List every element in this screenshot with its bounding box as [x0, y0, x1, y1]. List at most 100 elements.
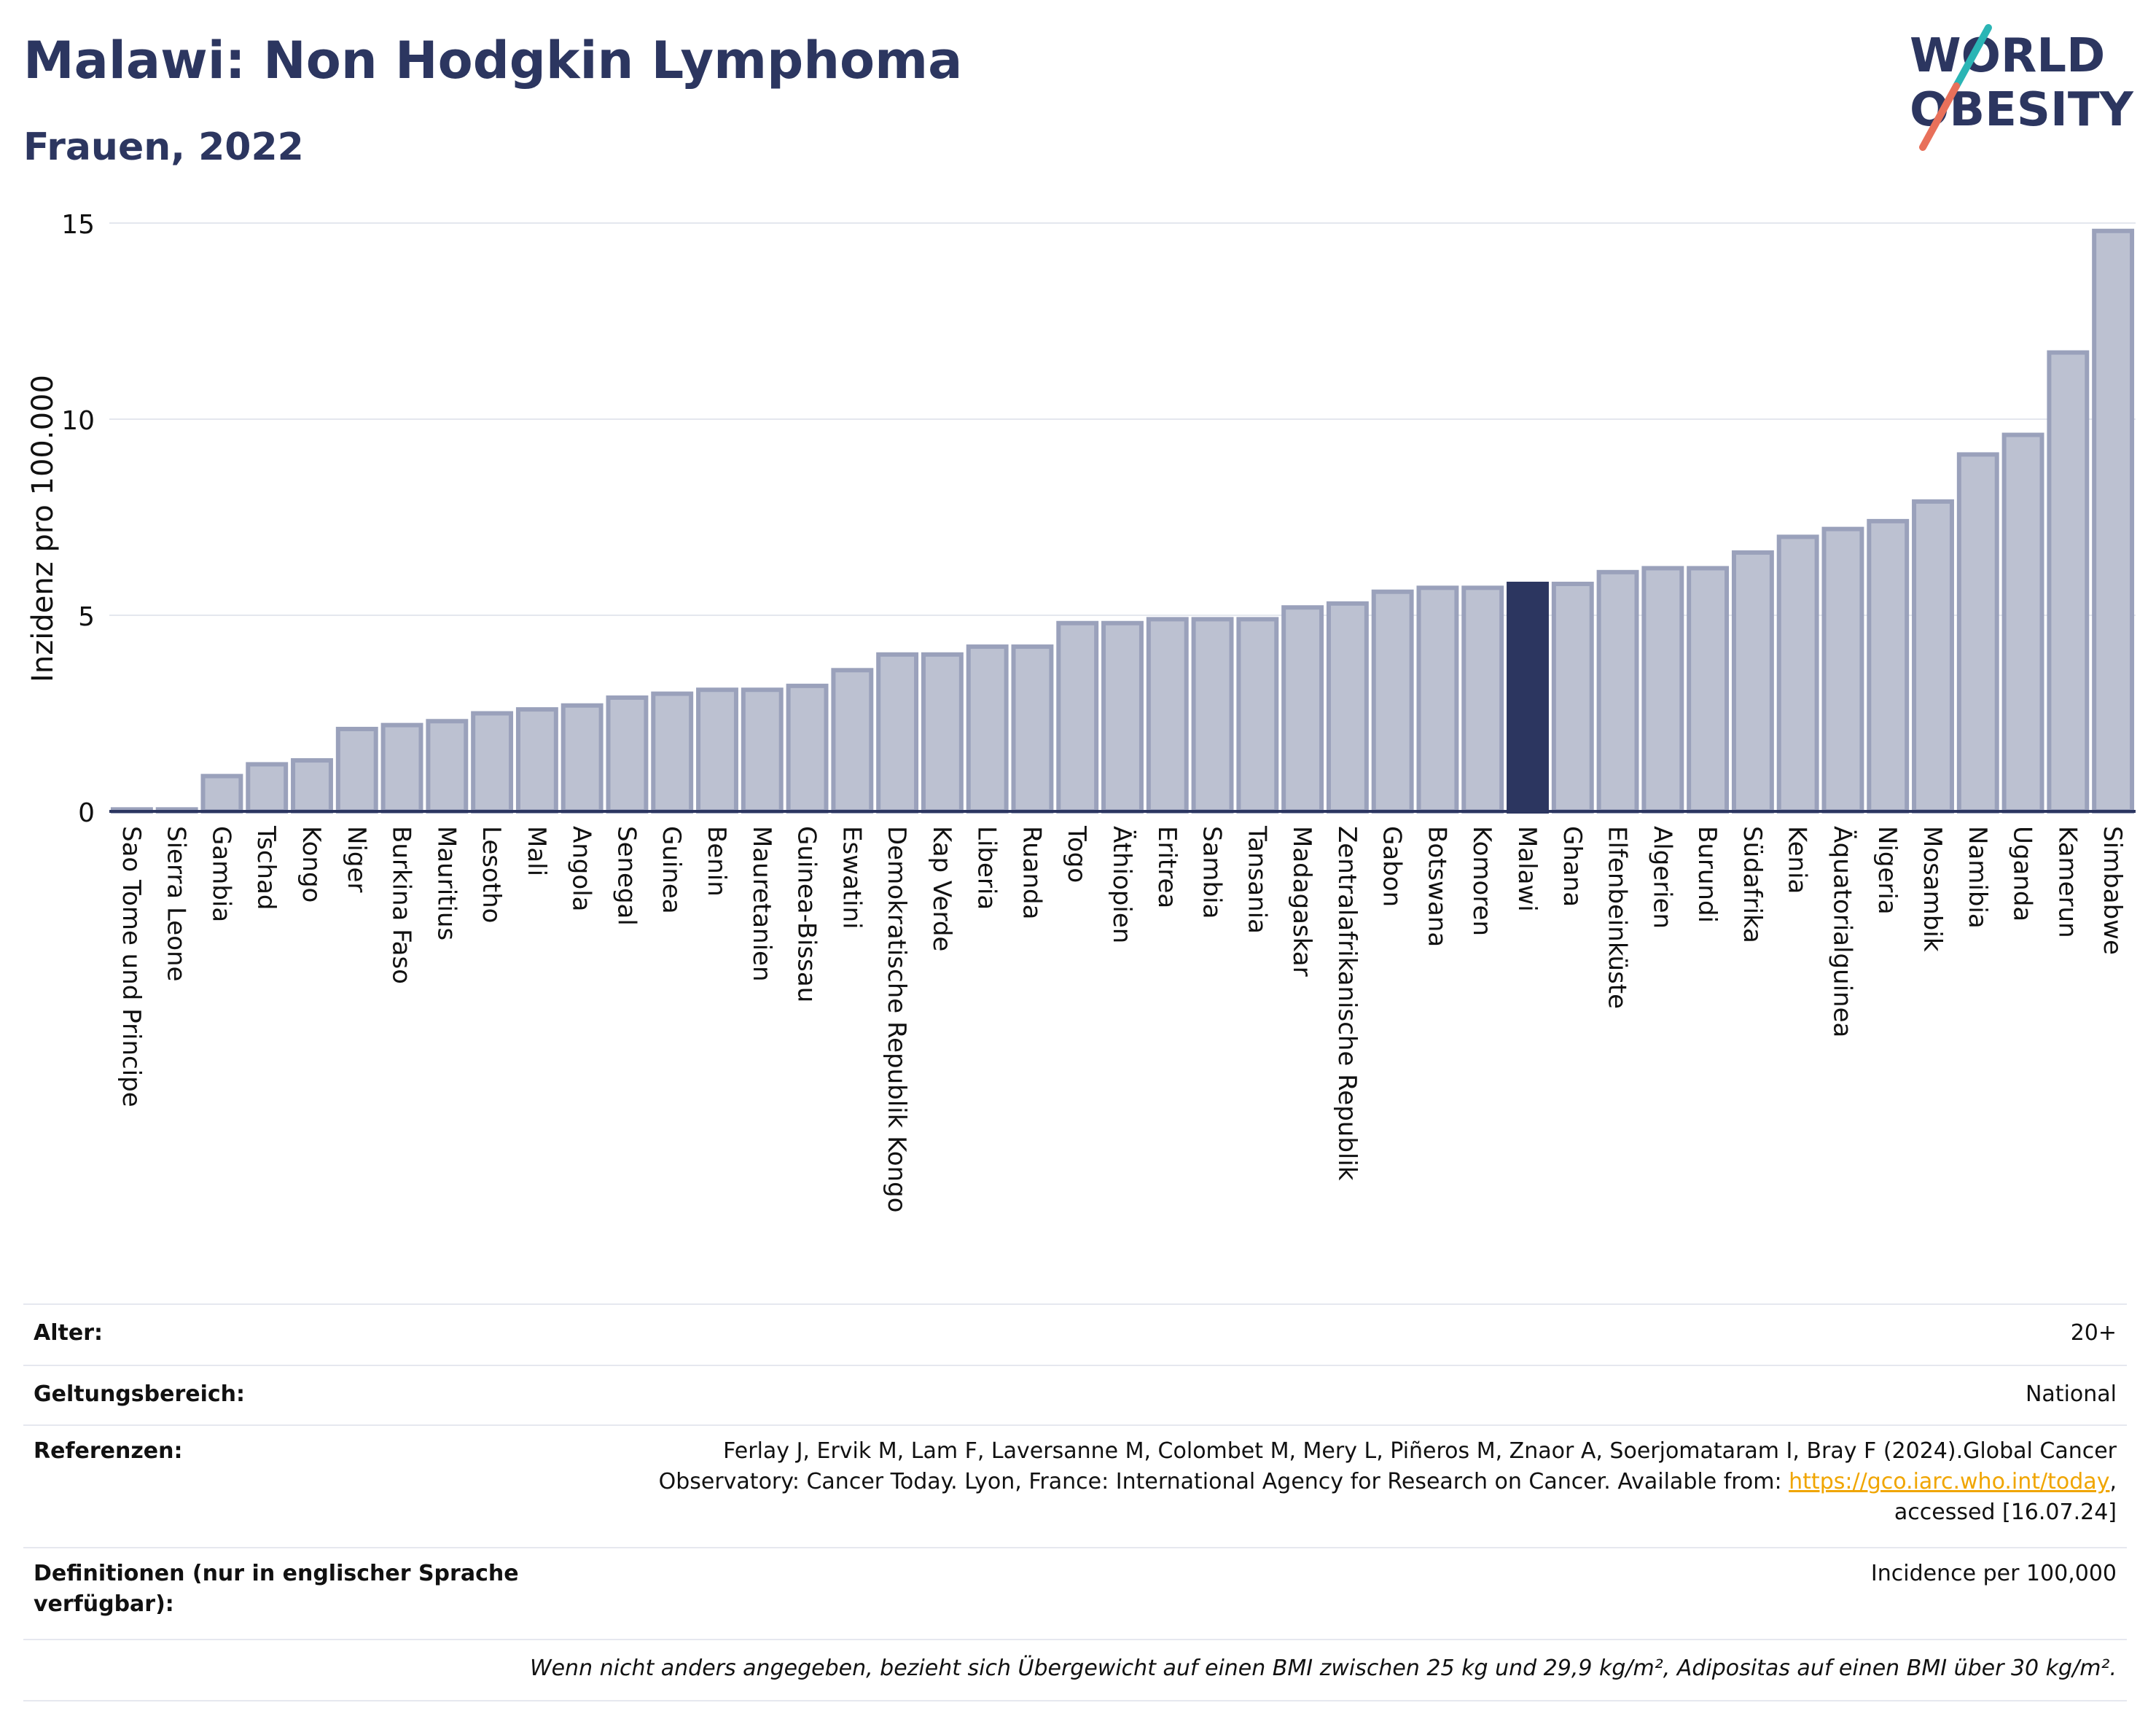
- bar[interactable]: [1371, 589, 1414, 814]
- bar[interactable]: [876, 652, 919, 814]
- y-tick-label: 10: [61, 406, 95, 436]
- bar[interactable]: [1596, 569, 1639, 814]
- bar[interactable]: [696, 687, 738, 814]
- x-tick-label: Senegal: [612, 826, 641, 926]
- x-tick-label: Tansania: [1242, 825, 1271, 934]
- bar[interactable]: [651, 691, 694, 814]
- bar[interactable]: [380, 722, 423, 814]
- bar[interactable]: [1461, 585, 1504, 814]
- bar[interactable]: [200, 773, 243, 814]
- x-tick-label: Angola: [567, 826, 596, 911]
- bar[interactable]: [246, 762, 289, 814]
- definitions-label-line-1: Definitionen (nur in englischer Sprache: [34, 1561, 519, 1586]
- bar[interactable]: [1687, 566, 1730, 814]
- bar[interactable]: [1641, 566, 1684, 814]
- info-row-scope: Geltungsbereich: National: [23, 1365, 2127, 1426]
- x-tick-label: Benin: [702, 826, 731, 897]
- page-subtitle: Frauen, 2022: [23, 125, 304, 169]
- x-tick-label: Elfenbeinküste: [1603, 826, 1632, 1009]
- x-tick-label: Mali: [522, 826, 551, 876]
- bar[interactable]: [1507, 581, 1549, 814]
- x-tick-label: Zentralafrikanische Republik: [1332, 826, 1362, 1181]
- x-tick-labels: Sao Tome und Principe Sierra Leone Gambia T…: [117, 825, 2127, 1212]
- world-obesity-logo: WORLD OBESITY: [1910, 24, 2133, 151]
- bar[interactable]: [1956, 452, 1999, 814]
- bar[interactable]: [921, 652, 964, 814]
- logo-slash-teal: [1953, 24, 1992, 90]
- bar[interactable]: [1191, 617, 1234, 814]
- info-row-definitions: Definitionen (nur in englischer Sprache …: [23, 1547, 2127, 1640]
- bar[interactable]: [786, 683, 829, 814]
- bar[interactable]: [561, 703, 604, 814]
- x-tick-label: Sierra Leone: [162, 826, 191, 981]
- page-title: Malawi: Non Hodgkin Lymphoma: [23, 31, 963, 90]
- bar[interactable]: [1551, 581, 1594, 814]
- definitions-value: Incidence per 100,000: [1870, 1561, 2117, 1586]
- info-row-age: Alter: 20+: [23, 1303, 2127, 1366]
- x-tick-label: Sambia: [1198, 826, 1227, 919]
- y-axis-label: Inzidenz pro 100.000: [26, 375, 60, 682]
- x-tick-label: Gambia: [206, 826, 235, 922]
- bar[interactable]: [741, 687, 784, 814]
- x-tick-label: Lesotho: [477, 826, 506, 923]
- x-tick-label: Guinea-Bissau: [792, 826, 821, 1002]
- bar[interactable]: [1011, 644, 1054, 814]
- bar[interactable]: [515, 707, 558, 814]
- x-tick-label: Kamerun: [2053, 826, 2082, 938]
- x-tick-label: Mauretanien: [747, 826, 776, 982]
- x-tick-label: Kongo: [297, 826, 326, 902]
- x-tick-label: Burkina Faso: [387, 826, 416, 984]
- x-tick-label: Liberia: [972, 826, 1001, 910]
- bar[interactable]: [1056, 620, 1099, 814]
- x-tick-label: Kenia: [1783, 826, 1812, 894]
- x-tick-label: Äthiopien: [1107, 826, 1136, 943]
- x-tick-label: Mosambik: [1918, 826, 1947, 952]
- x-tick-label: Eritrea: [1152, 826, 1181, 908]
- bar[interactable]: [1281, 605, 1324, 814]
- reference-line-1: Ferlay J, Ervik M, Lam F, Laversanne M, …: [723, 1438, 2117, 1464]
- reference-line-2-comma: ,: [2109, 1469, 2117, 1494]
- bar[interactable]: [1776, 534, 1819, 814]
- x-tick-label: Komoren: [1467, 826, 1496, 936]
- scope-value: National: [2025, 1381, 2117, 1407]
- x-tick-label: Nigeria: [1872, 826, 1902, 915]
- x-tick-label: Malawi: [1512, 826, 1542, 912]
- x-tick-label: Algerien: [1647, 826, 1676, 929]
- logo-slash-coral: [1919, 82, 1960, 151]
- bar[interactable]: [1867, 518, 1910, 814]
- definitions-label-line-2: verfügbar):: [34, 1591, 174, 1617]
- bar[interactable]: [2092, 228, 2135, 814]
- bar[interactable]: [426, 719, 469, 814]
- x-tick-label: Simbabwe: [2098, 826, 2127, 955]
- references-value: Ferlay J, Ervik M, Lam F, Laversanne M, …: [659, 1436, 2117, 1528]
- bar[interactable]: [1912, 499, 1954, 814]
- x-tick-label: Demokratische Republik Kongo: [882, 826, 911, 1212]
- references-label: Referenzen:: [34, 1438, 183, 1464]
- y-tick-labels: 0 5 10 15: [61, 210, 95, 828]
- bar[interactable]: [1146, 617, 1189, 814]
- bar[interactable]: [1416, 585, 1459, 814]
- bar[interactable]: [1326, 601, 1369, 814]
- bar[interactable]: [831, 668, 874, 814]
- age-value: 20+: [2070, 1320, 2117, 1346]
- definitions-label: Definitionen (nur in englischer Sprache …: [34, 1559, 519, 1620]
- footnote: Wenn nicht anders angegeben, bezieht sic…: [529, 1656, 2117, 1681]
- bar[interactable]: [2047, 350, 2090, 814]
- bar[interactable]: [1731, 550, 1774, 814]
- x-tick-label: Namibia: [1963, 826, 1992, 929]
- bar[interactable]: [291, 758, 333, 814]
- age-label: Alter:: [34, 1320, 103, 1346]
- bar[interactable]: [1821, 526, 1864, 814]
- bar[interactable]: [2001, 432, 2044, 814]
- x-tick-label: Ghana: [1558, 826, 1587, 907]
- logo-text-world: WORLD: [1910, 29, 2105, 83]
- x-tick-label: Gabon: [1378, 826, 1407, 907]
- info-row-note: Wenn nicht anders angegeben, bezieht sic…: [23, 1639, 2127, 1701]
- bar[interactable]: [471, 711, 514, 814]
- bar[interactable]: [966, 644, 1009, 814]
- bar[interactable]: [1101, 620, 1144, 814]
- bar[interactable]: [335, 727, 378, 814]
- reference-link[interactable]: https://gco.iarc.who.int/today: [1789, 1469, 2110, 1494]
- bar[interactable]: [606, 695, 649, 814]
- bar[interactable]: [1236, 617, 1279, 814]
